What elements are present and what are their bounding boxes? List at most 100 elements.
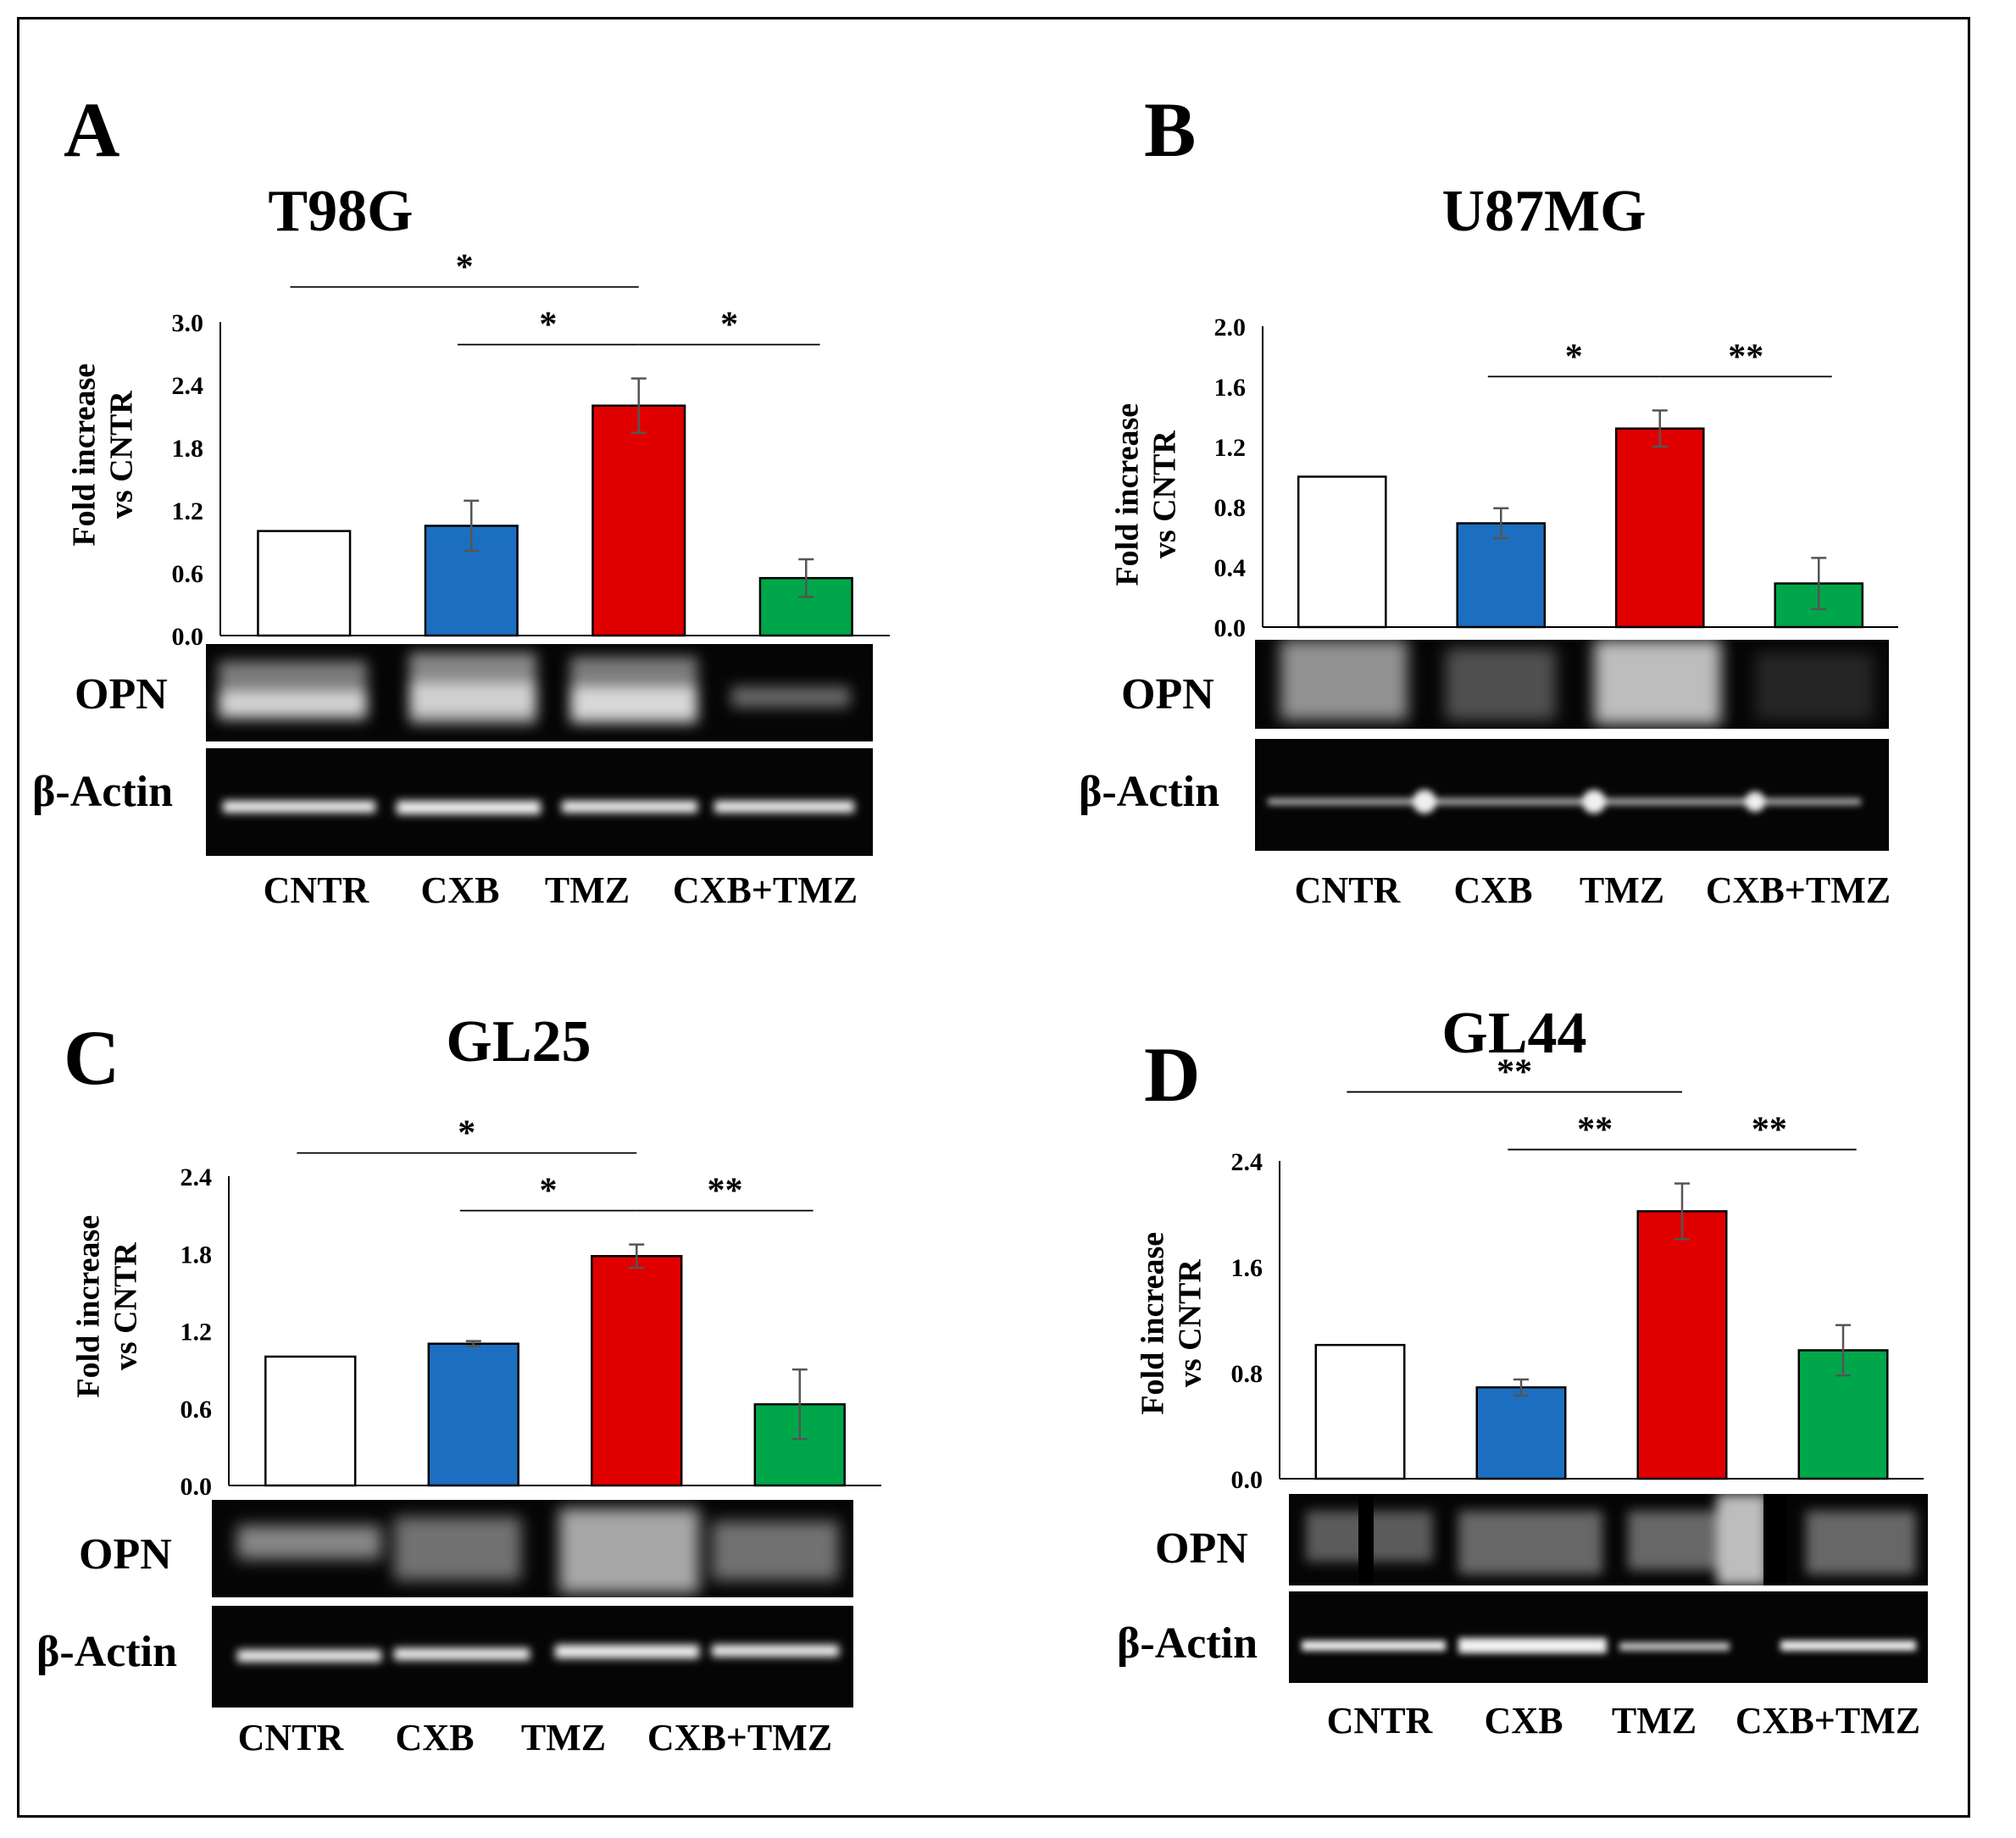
- significance-label: **: [707, 1172, 742, 1211]
- blot-actin-c: [212, 1606, 853, 1708]
- blot-row-label-opn-c: OPN: [79, 1530, 172, 1579]
- panel-title-d: GL44: [1441, 1001, 1587, 1066]
- y-tick-label: 0.6: [172, 560, 204, 588]
- bar-cntr: [1297, 475, 1387, 629]
- blot-row-label-actin-b: β-Actin: [1079, 768, 1220, 816]
- bar-chart-d: 0.0 0.8 1.6 2.4 ** ** **: [1231, 1053, 1924, 1494]
- lane-label-cxb-a: CXB: [420, 869, 500, 911]
- y-tick-label: 0.4: [1214, 554, 1247, 582]
- error-bar: [630, 377, 647, 434]
- error-bar: [1493, 507, 1509, 540]
- bar-cntr: [264, 1355, 357, 1487]
- significance-label: **: [1752, 1111, 1787, 1150]
- panel-letter-c: C: [64, 1014, 120, 1101]
- y-tick-label: 0.0: [180, 1473, 213, 1501]
- lane-label-cxbtmz-c: CXB+TMZ: [647, 1717, 833, 1758]
- lane-label-cxb-c: CXB: [395, 1717, 475, 1758]
- error-bar: [1513, 1378, 1529, 1397]
- error-bar: [1674, 1182, 1690, 1241]
- y-tick-label: 1.8: [180, 1241, 213, 1269]
- lane-label-cntr-c: CNTR: [237, 1717, 344, 1758]
- significance-label: *: [539, 306, 557, 345]
- bar-tmz: [1614, 427, 1705, 629]
- lane-label-cxb-b: CXB: [1453, 869, 1533, 911]
- error-bar: [791, 1368, 808, 1441]
- blot-actin-a: [206, 748, 873, 856]
- y-tick-label: 0.6: [180, 1396, 213, 1424]
- bar-cntr: [1314, 1343, 1406, 1480]
- bar-tmz: [591, 404, 686, 637]
- y-axis-label-c: Fold increase vs CNTR: [70, 1214, 143, 1398]
- lane-label-tmz-c: TMZ: [520, 1717, 607, 1758]
- blot-row-label-actin-a: β-Actin: [32, 768, 174, 816]
- error-bar: [798, 558, 814, 598]
- y-tick-label: 2.4: [1231, 1148, 1263, 1176]
- significance-label: **: [1497, 1053, 1532, 1092]
- lane-label-cxbtmz-a: CXB+TMZ: [672, 869, 858, 911]
- blot-row-label-actin-c: β-Actin: [36, 1628, 178, 1676]
- y-tick-label: 0.0: [172, 623, 204, 651]
- significance-label: **: [1577, 1111, 1613, 1150]
- y-tick-label: 0.8: [1214, 494, 1247, 522]
- bar-cxb: [1475, 1385, 1567, 1480]
- significance-label: *: [540, 1172, 558, 1211]
- blot-opn-c: [212, 1500, 853, 1597]
- lane-label-tmz-a: TMZ: [544, 869, 630, 911]
- blot-row-label-opn-b: OPN: [1121, 670, 1214, 719]
- lane-label-cxbtmz-d: CXB+TMZ: [1735, 1700, 1921, 1741]
- blot-opn-a: [206, 644, 873, 741]
- blot-actin-d: [1289, 1591, 1928, 1683]
- lane-label-cntr-a: CNTR: [263, 869, 369, 911]
- blot-row-label-opn-d: OPN: [1155, 1524, 1248, 1573]
- figure-frame: [17, 17, 1970, 1818]
- bar-chart-c: 0.00.61.21.82.4** **: [180, 1114, 881, 1501]
- panel-title-a: T98G: [268, 179, 414, 244]
- error-bar: [464, 499, 480, 553]
- panel-letter-b: B: [1144, 86, 1197, 173]
- panel-letter-a: A: [64, 86, 120, 173]
- bar-tmz: [1636, 1210, 1728, 1480]
- error-bar: [629, 1243, 645, 1269]
- bar-chart-b: 0.00.40.81.21.62.0* **: [1214, 314, 1898, 642]
- error-bar: [465, 1340, 481, 1347]
- bar-cxb: [427, 1342, 519, 1487]
- panel-title-b: U87MG: [1441, 179, 1647, 244]
- y-axis-label-a: Fold increase vs CNTR: [66, 363, 139, 547]
- bar-tmz: [591, 1255, 683, 1487]
- y-axis-label-b: Fold increase vs CNTR: [1109, 403, 1182, 586]
- y-tick-label: 2.0: [1214, 314, 1247, 342]
- lane-label-cxb-d: CXB: [1484, 1700, 1563, 1741]
- y-tick-label: 0.8: [1231, 1360, 1263, 1388]
- lane-label-tmz-d: TMZ: [1611, 1700, 1697, 1741]
- panel-title-c: GL25: [446, 1009, 591, 1074]
- blot-opn-b: [1255, 640, 1889, 729]
- significance-label: *: [456, 248, 474, 287]
- significance-label: *: [1565, 337, 1583, 376]
- y-tick-label: 0.0: [1231, 1466, 1263, 1494]
- error-bar: [1836, 1324, 1851, 1377]
- bar-cxb: [1456, 522, 1547, 629]
- lane-label-cntr-b: CNTR: [1294, 869, 1401, 911]
- y-tick-label: 0.0: [1214, 614, 1247, 642]
- blot-actin-b: [1255, 739, 1889, 851]
- y-tick-label: 1.2: [180, 1319, 213, 1347]
- lane-label-cntr-d: CNTR: [1326, 1700, 1433, 1741]
- y-tick-label: 1.6: [1214, 374, 1247, 402]
- error-bar: [1652, 409, 1668, 448]
- y-tick-label: 2.4: [172, 372, 204, 400]
- y-tick-label: 1.2: [1214, 434, 1247, 462]
- lane-label-cxbtmz-b: CXB+TMZ: [1705, 869, 1891, 911]
- y-tick-label: 3.0: [172, 309, 204, 337]
- significance-label: *: [458, 1114, 475, 1153]
- panel-letter-d: D: [1144, 1031, 1201, 1118]
- y-axis-label-d: Fold increase vs CNTR: [1135, 1231, 1208, 1415]
- blot-row-label-actin-d: β-Actin: [1117, 1619, 1258, 1668]
- error-bar: [1811, 557, 1827, 610]
- bar-cntr: [257, 530, 352, 637]
- significance-label: **: [1728, 337, 1763, 376]
- y-tick-label: 1.2: [172, 497, 204, 525]
- y-tick-label: 1.8: [172, 435, 204, 463]
- blot-opn-d: [1289, 1494, 1928, 1585]
- lane-label-tmz-b: TMZ: [1579, 869, 1665, 911]
- bar-cxb-tmz: [758, 576, 853, 637]
